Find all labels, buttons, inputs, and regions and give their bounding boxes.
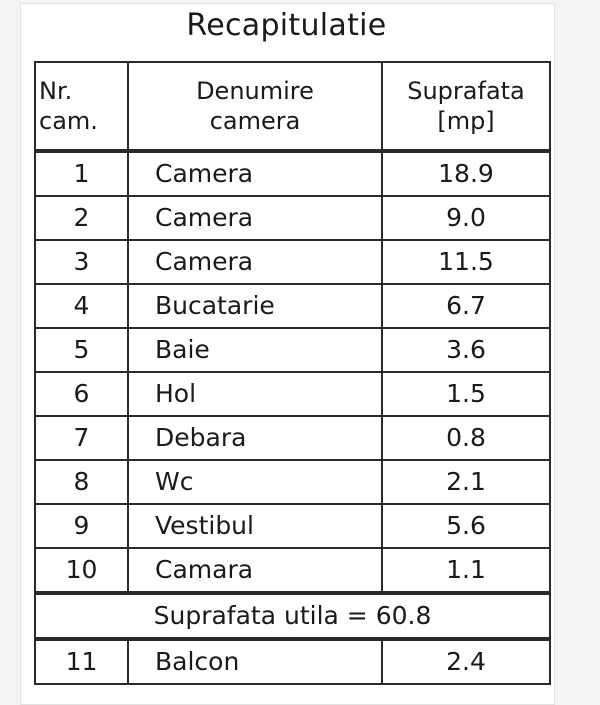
cell-nr: 2: [34, 195, 129, 241]
cell-nr: 7: [34, 415, 129, 461]
cell-nr: 1: [34, 150, 129, 197]
cell-name: Wc: [127, 459, 383, 505]
table-row: 3 Camera 11.5: [34, 239, 551, 285]
header-area-line1: Suprafata: [407, 77, 525, 105]
table-row: 5 Baie 3.6: [34, 327, 551, 373]
header-nr-line1: Nr.: [39, 77, 73, 105]
cell-area: 6.7: [381, 283, 551, 329]
usable-area-total: Suprafata utila = 60.8: [34, 591, 551, 641]
header-name-line2: camera: [209, 107, 301, 135]
cell-nr: 4: [34, 283, 129, 329]
cell-name: Bucatarie: [127, 283, 383, 329]
table-row: 4 Bucatarie 6.7: [34, 283, 551, 329]
cell-area: 5.6: [381, 503, 551, 549]
table-header-row: Nr. cam. Denumire camera Suprafata [mp]: [34, 61, 551, 153]
table-row: 11 Balcon 2.4: [34, 638, 551, 685]
table-row: 7 Debara 0.8: [34, 415, 551, 461]
header-nr-line2: cam.: [39, 107, 98, 135]
cell-name: Debara: [127, 415, 383, 461]
cell-name: Hol: [127, 371, 383, 417]
cell-area: 2.1: [381, 459, 551, 505]
cell-area: 1.1: [381, 547, 551, 594]
table-row: 9 Vestibul 5.6: [34, 503, 551, 549]
header-area: Suprafata [mp]: [381, 61, 551, 153]
cell-area: 9.0: [381, 195, 551, 241]
cell-name: Camera: [127, 239, 383, 285]
cell-area: 2.4: [381, 638, 551, 685]
cell-area: 3.6: [381, 327, 551, 373]
cell-area: 11.5: [381, 239, 551, 285]
summary-row: Suprafata utila = 60.8: [34, 591, 551, 641]
cell-area: 18.9: [381, 150, 551, 197]
cell-area: 0.8: [381, 415, 551, 461]
header-area-line2: [mp]: [437, 107, 495, 135]
cell-area: 1.5: [381, 371, 551, 417]
cell-nr: 8: [34, 459, 129, 505]
cell-nr: 3: [34, 239, 129, 285]
header-nr: Nr. cam.: [34, 61, 129, 153]
table-row: 2 Camera 9.0: [34, 195, 551, 241]
cell-nr: 10: [34, 547, 129, 594]
cell-nr: 9: [34, 503, 129, 549]
cell-name: Vestibul: [127, 503, 383, 549]
room-summary-table: Nr. cam. Denumire camera Suprafata [mp] 1 Ca…: [34, 61, 551, 685]
table-row: 6 Hol 1.5: [34, 371, 551, 417]
cell-name: Camera: [127, 195, 383, 241]
cell-nr: 6: [34, 371, 129, 417]
table-row: 10 Camara 1.1: [34, 547, 551, 594]
cell-name: Camera: [127, 150, 383, 197]
cell-nr: 11: [34, 638, 129, 685]
cell-name: Baie: [127, 327, 383, 373]
cell-name: Camara: [127, 547, 383, 594]
table-row: 8 Wc 2.1: [34, 459, 551, 505]
table-row: 1 Camera 18.9: [34, 150, 551, 197]
header-name-line1: Denumire: [196, 77, 314, 105]
document-title: Recapitulatie: [186, 8, 387, 43]
cell-name: Balcon: [127, 638, 383, 685]
header-name: Denumire camera: [127, 61, 383, 153]
cell-nr: 5: [34, 327, 129, 373]
